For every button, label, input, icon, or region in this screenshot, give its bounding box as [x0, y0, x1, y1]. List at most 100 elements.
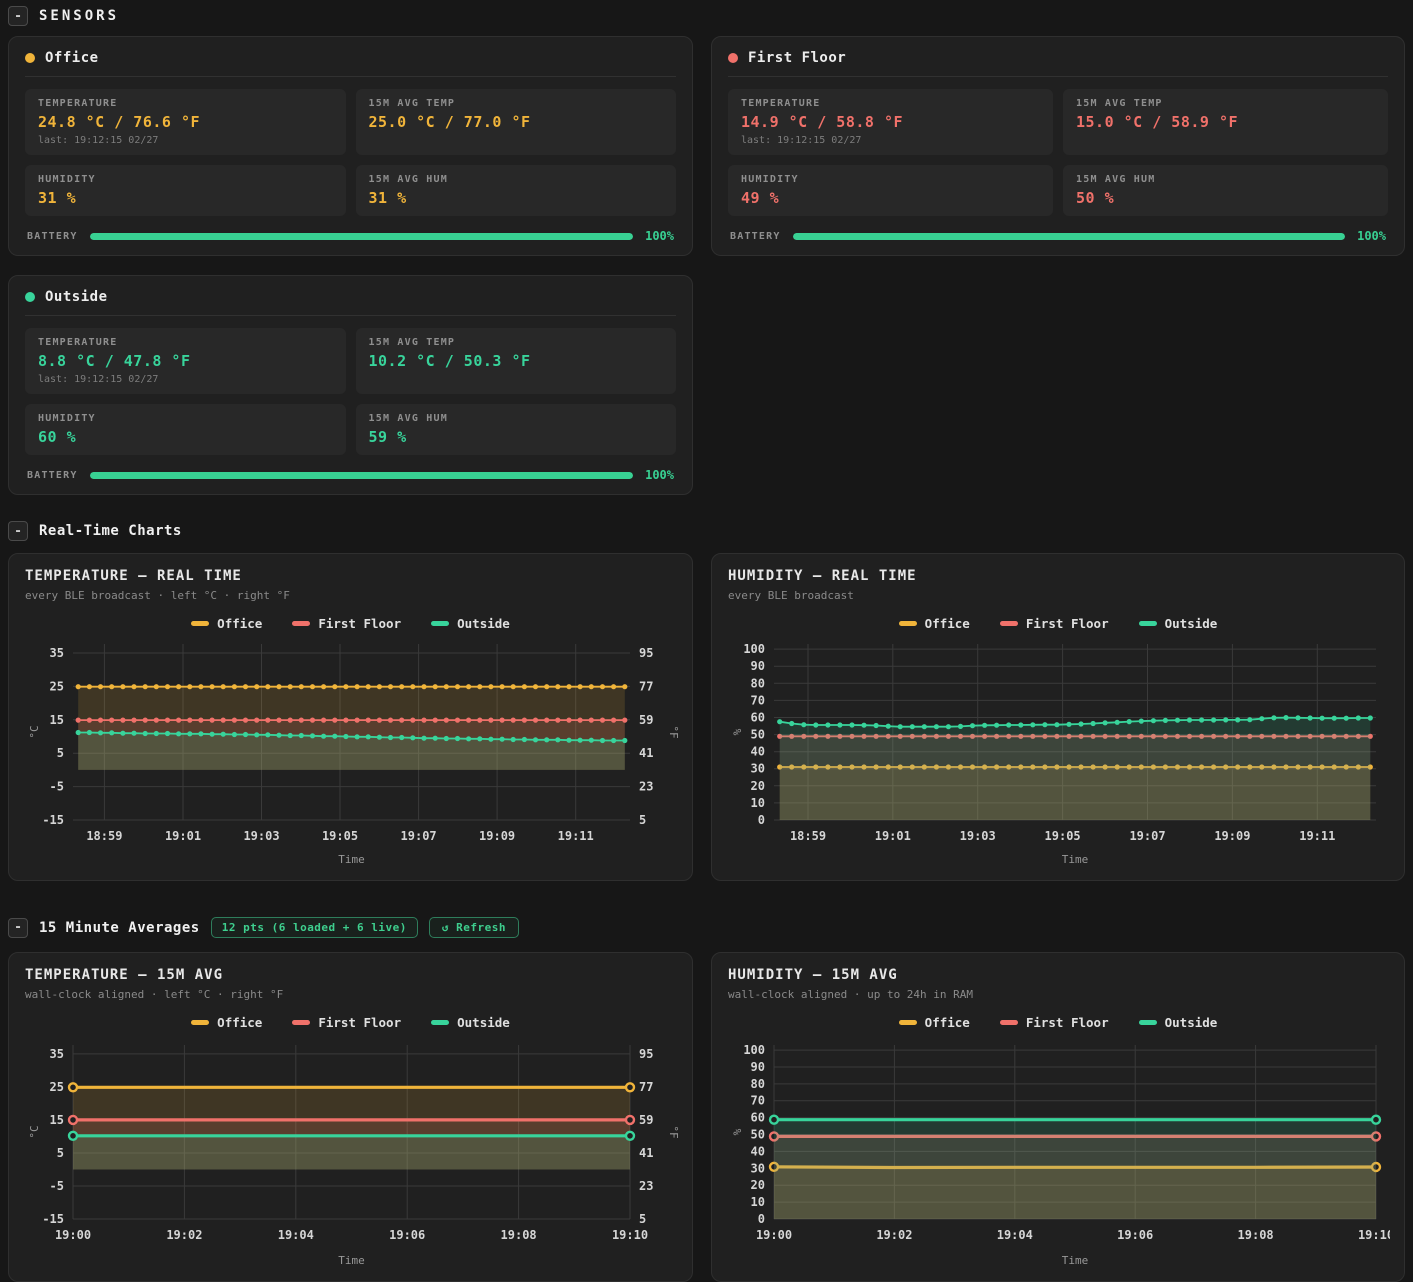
averages-section-header: - 15 Minute Averages 12 pts (6 loaded + … [8, 917, 1405, 938]
svg-text:19:08: 19:08 [501, 1228, 537, 1242]
svg-text:59: 59 [639, 713, 653, 727]
battery-fill [89, 232, 634, 240]
svg-text:30: 30 [751, 762, 765, 776]
svg-text:80: 80 [751, 1077, 765, 1091]
humidity-value: 60 % [38, 428, 77, 446]
legend-swatch [431, 1019, 450, 1025]
legend-swatch [1138, 620, 1157, 626]
tile-label: TEMPERATURE [741, 98, 821, 109]
svg-text:0: 0 [758, 813, 765, 827]
svg-text:19:01: 19:01 [875, 829, 911, 843]
sensor-status-dot [728, 53, 738, 63]
svg-text:77: 77 [639, 1080, 653, 1094]
svg-text:23: 23 [639, 780, 653, 794]
svg-text:19:06: 19:06 [389, 1228, 425, 1242]
collapse-realtime-button[interactable]: - [8, 521, 28, 541]
temperature-value: 8.8 °C / 47.8 °F [38, 352, 191, 370]
legend-item-first-floor: First Floor [292, 1015, 401, 1030]
humidity-value: 49 % [741, 189, 780, 207]
legend-swatch [1138, 1019, 1157, 1025]
legend-label: First Floor [318, 1014, 402, 1030]
legend-label: First Floor [1025, 615, 1109, 631]
sensor-cards-grid: Office TEMPERATURE 24.8 °C / 76.6 °F las… [8, 36, 1405, 495]
svg-text:19:07: 19:07 [401, 829, 437, 843]
svg-text:70: 70 [751, 693, 765, 707]
tile-label: HUMIDITY [38, 174, 96, 185]
svg-text:10: 10 [751, 796, 765, 810]
legend-label: Outside [457, 1014, 510, 1030]
avg-temp-tile: 15M AVG TEMP 15.0 °C / 58.9 °F [1063, 89, 1388, 155]
points-count-badge: 12 pts (6 loaded + 6 live) [210, 917, 418, 938]
svg-text:Time: Time [338, 853, 365, 866]
svg-text:20: 20 [751, 779, 765, 793]
avg-temp-value: 25.0 °C / 77.0 °F [368, 113, 531, 131]
avg-hum-tile: 15M AVG HUM 59 % [355, 404, 676, 455]
avg-hum-value: 50 % [1076, 189, 1115, 207]
svg-text:30: 30 [751, 1161, 765, 1175]
temperature-value: 24.8 °C / 76.6 °F [38, 113, 201, 131]
svg-text:40: 40 [751, 1144, 765, 1158]
legend-label: Office [924, 615, 970, 631]
sensor-card-office: Office TEMPERATURE 24.8 °C / 76.6 °F las… [8, 36, 693, 256]
chart-subtitle: wall-clock aligned · up to 24h in RAM [728, 988, 974, 1001]
chart-subtitle: every BLE broadcast [728, 589, 854, 602]
tile-label: 15M AVG HUM [368, 413, 448, 424]
legend-item-office: Office [898, 1015, 970, 1030]
legend-item-outside: Outside [431, 616, 510, 631]
svg-text:19:06: 19:06 [1117, 1228, 1153, 1242]
legend-item-office: Office [898, 615, 970, 631]
svg-text:41: 41 [639, 1146, 653, 1160]
humidity-tile: HUMIDITY 49 % [728, 165, 1053, 216]
tile-label: 15M AVG HUM [1076, 174, 1156, 185]
chart-panel-temperature-15m-avg: TEMPERATURE — 15M AVG wall-clock aligned… [8, 952, 693, 1282]
sensor-name: First Floor [748, 50, 847, 66]
svg-text:60: 60 [751, 711, 765, 725]
sensors-section-header: - SENSORS [8, 6, 1405, 26]
chart-legend: Office First Floor Outside [728, 614, 1388, 632]
sensors-section-title: SENSORS [39, 8, 120, 24]
battery-bar [89, 471, 634, 479]
svg-text:70: 70 [751, 1094, 765, 1108]
svg-text:19:08: 19:08 [1238, 1228, 1274, 1242]
battery-percentage: 100% [645, 468, 674, 482]
tile-label: TEMPERATURE [38, 337, 118, 348]
svg-text:15: 15 [50, 713, 64, 727]
svg-text:25: 25 [50, 679, 64, 693]
svg-text:100: 100 [743, 642, 765, 656]
legend-item-outside: Outside [1138, 1015, 1217, 1030]
humidity-tile: HUMIDITY 31 % [25, 165, 346, 216]
tile-label: HUMIDITY [38, 413, 96, 424]
svg-text:°F: °F [667, 725, 678, 738]
legend-item-outside: Outside [431, 1015, 510, 1030]
svg-text:50: 50 [751, 728, 765, 742]
refresh-button[interactable]: ↺ Refresh [428, 917, 520, 938]
legend-swatch [999, 620, 1018, 626]
avg-hum-tile: 15M AVG HUM 31 % [355, 165, 676, 216]
legend-label: First Floor [318, 615, 402, 631]
sensor-card-header: Office [25, 50, 676, 77]
svg-text:5: 5 [57, 746, 64, 760]
svg-text:19:05: 19:05 [1045, 829, 1081, 843]
chart-panel-humidity-15m-avg: HUMIDITY — 15M AVG wall-clock aligned · … [711, 952, 1405, 1282]
sensor-status-dot [25, 292, 35, 302]
last-reading-timestamp: last: 19:12:15 02/27 [741, 135, 862, 146]
sensor-card-outside: Outside TEMPERATURE 8.8 °C / 47.8 °F las… [8, 275, 693, 495]
svg-text:50: 50 [751, 1128, 765, 1142]
last-reading-timestamp: last: 19:12:15 02/27 [38, 135, 159, 146]
svg-text:19:04: 19:04 [997, 1228, 1033, 1242]
humidity-value: 31 % [38, 189, 77, 207]
battery-label: BATTERY [730, 230, 781, 242]
legend-item-first-floor: First Floor [999, 615, 1109, 631]
chart-title: HUMIDITY — 15M AVG [728, 967, 898, 983]
svg-text:19:05: 19:05 [322, 829, 358, 843]
temperature-tile: TEMPERATURE 24.8 °C / 76.6 °F last: 19:1… [25, 89, 346, 155]
collapse-sensors-button[interactable]: - [8, 6, 28, 26]
svg-text:°F: °F [667, 1125, 678, 1138]
svg-text:19:07: 19:07 [1129, 829, 1165, 843]
collapse-averages-button[interactable]: - [8, 917, 28, 938]
sensor-name: Office [45, 50, 99, 66]
svg-text:%: % [731, 728, 744, 735]
battery-label: BATTERY [27, 469, 78, 481]
humidity-tile: HUMIDITY 60 % [25, 404, 346, 455]
temperature-tile: TEMPERATURE 14.9 °C / 58.8 °F last: 19:1… [728, 89, 1053, 155]
